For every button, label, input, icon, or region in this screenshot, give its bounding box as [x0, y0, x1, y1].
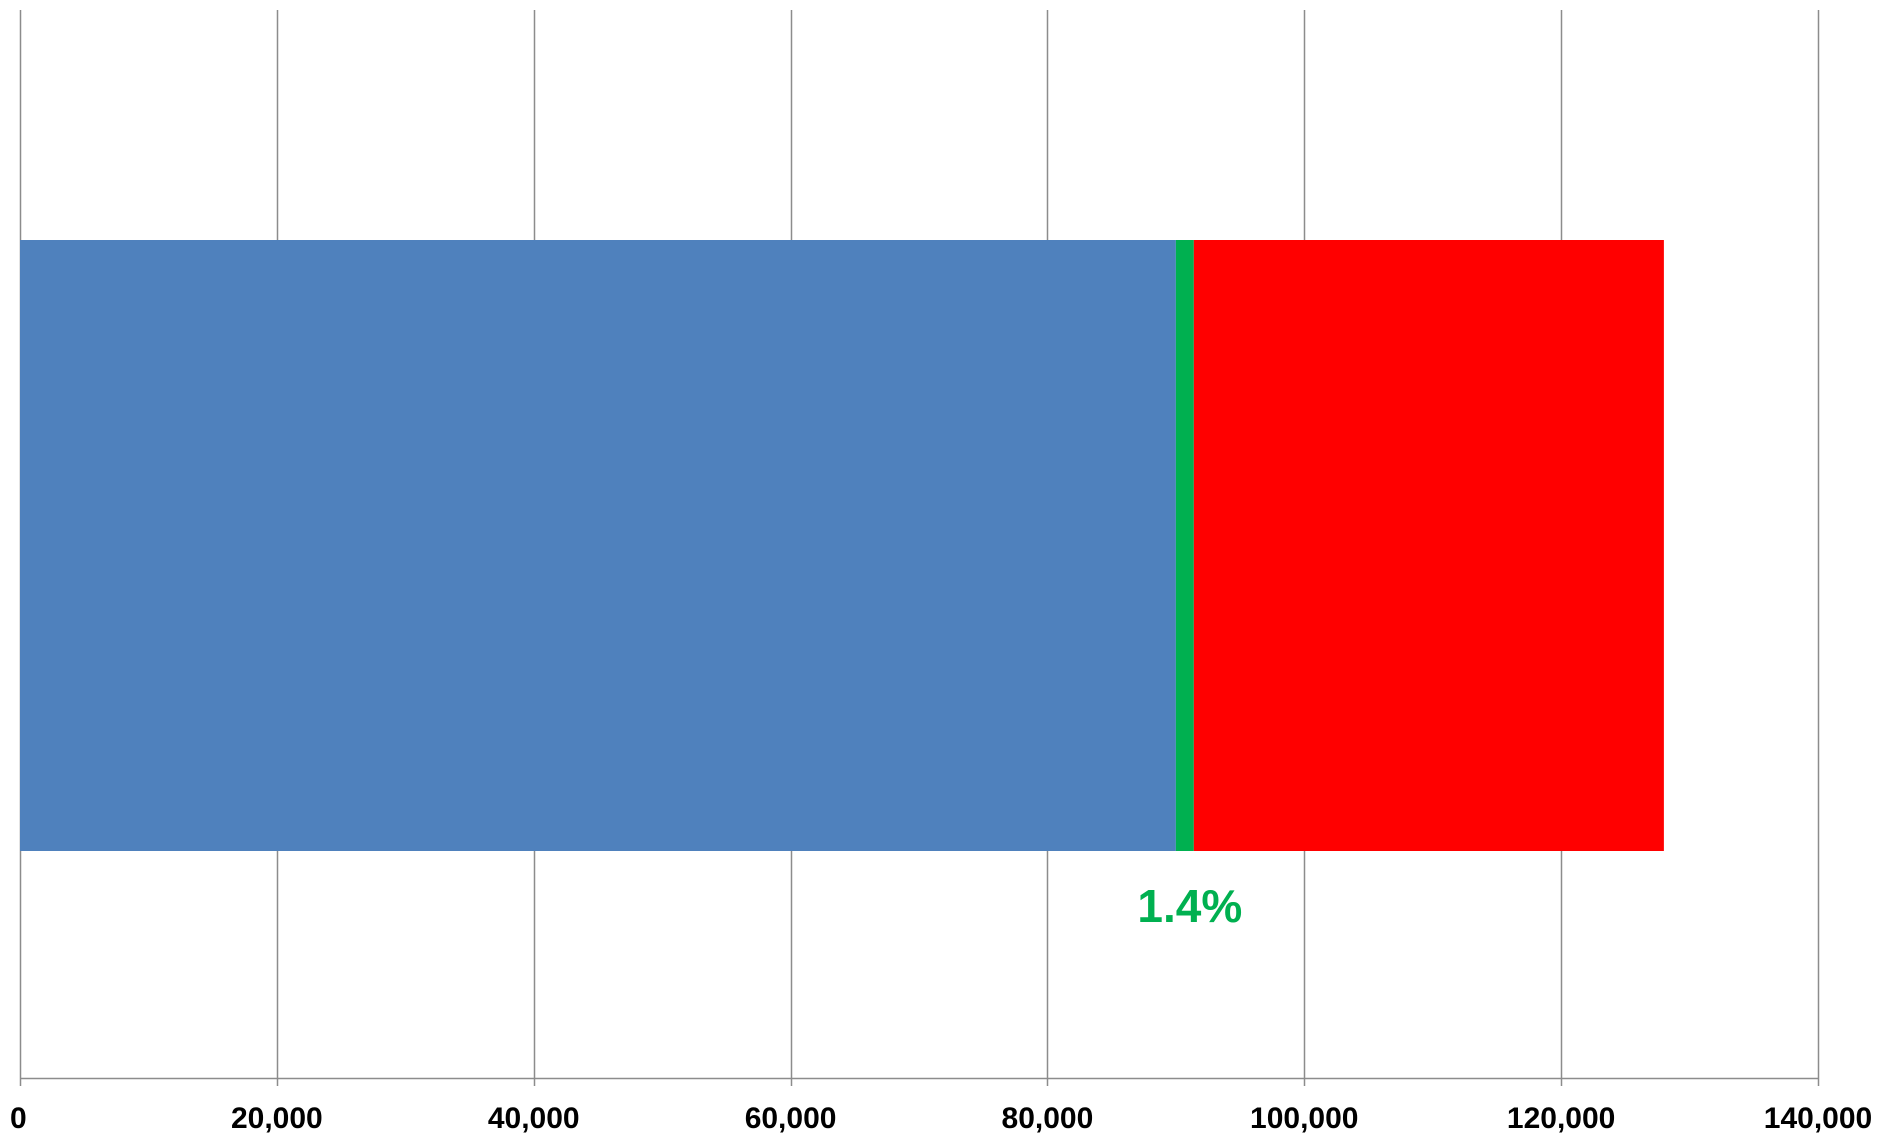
- tick-labels: 0 20,000 40,000 60,000 80,000 100,000 120,000 1…: [10, 1102, 1872, 1135]
- x-tick-label-5: 100,000: [1250, 1102, 1358, 1135]
- x-tick-label-1: 20,000: [231, 1102, 323, 1135]
- x-tick-label-7: 140,000: [1764, 1102, 1872, 1135]
- annotations: 1.4%: [1137, 880, 1242, 932]
- x-tick-label-4: 80,000: [1002, 1102, 1094, 1135]
- annotation-label-0: 1.4%: [1137, 880, 1242, 932]
- x-tick-label-2: 40,000: [488, 1102, 580, 1135]
- x-tick-label-3: 60,000: [745, 1102, 837, 1135]
- bar-segment-1: [1175, 240, 1194, 851]
- bar-segments: [20, 240, 1664, 851]
- x-tick-label-6: 120,000: [1507, 1102, 1615, 1135]
- x-tick-label-0: 0: [10, 1102, 27, 1135]
- bar-segment-0: [20, 240, 1176, 851]
- bar-segment-2: [1193, 240, 1664, 851]
